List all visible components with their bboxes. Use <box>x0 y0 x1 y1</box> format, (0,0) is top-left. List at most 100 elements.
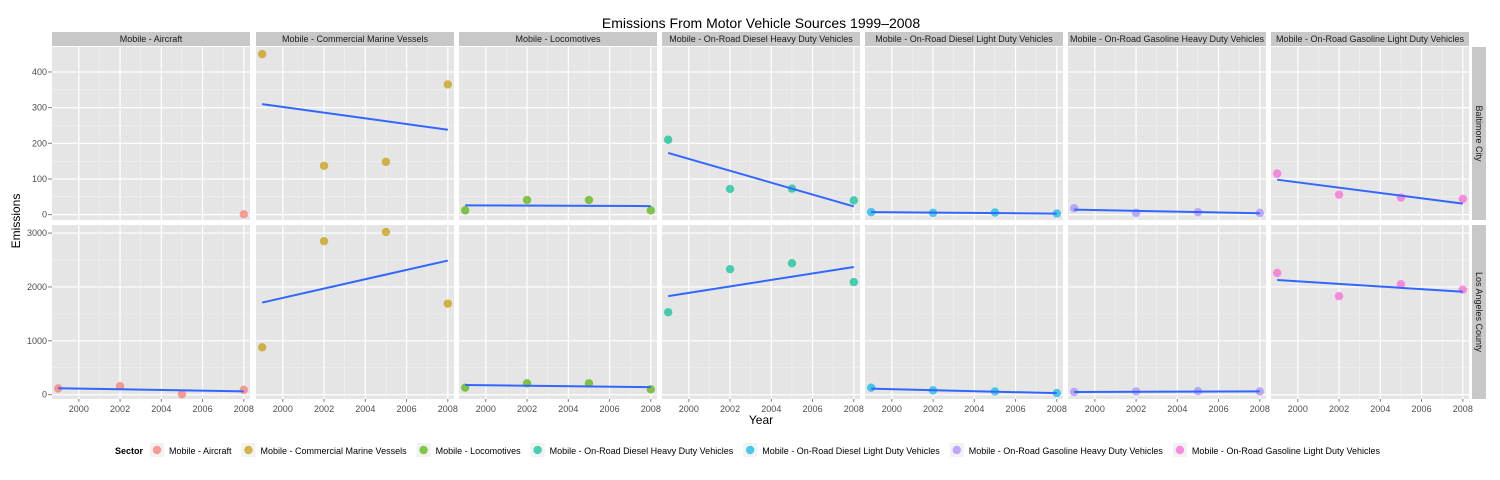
chart-title: Emissions From Motor Vehicle Sources 199… <box>602 15 920 31</box>
data-point <box>319 236 329 246</box>
x-tick-label: 2004 <box>355 404 375 414</box>
x-tick-label: 2008 <box>1453 404 1473 414</box>
panel-background <box>256 47 454 220</box>
column-strip-background <box>1068 32 1266 46</box>
panel-los-angeles-county-mobile-aircraft <box>52 225 250 399</box>
column-strip-mobile-aircraft: Mobile - Aircraft <box>52 32 250 46</box>
panel-background <box>256 225 454 399</box>
x-tick-label: 2000 <box>476 404 496 414</box>
data-point <box>239 385 249 395</box>
panel-background <box>1068 47 1266 220</box>
data-point <box>381 157 391 167</box>
y-tick-label: 3000 <box>27 228 47 238</box>
y-tick-label: 0 <box>42 390 47 400</box>
panel-los-angeles-county-mobile-on-road-gasoline-light-duty-vehicles <box>1271 225 1469 399</box>
trend-line <box>1277 178 1463 205</box>
x-tick-label: 2006 <box>1209 404 1229 414</box>
panel-baltimore-city-mobile-on-road-diesel-heavy-duty-vehicles <box>662 47 860 220</box>
panel-baltimore-city-mobile-locomotives <box>459 47 657 220</box>
x-tick-label: 2000 <box>882 404 902 414</box>
column-strip-background <box>459 32 657 46</box>
x-tick-label: 2006 <box>600 404 620 414</box>
column-strip-label: Mobile - On-Road Gasoline Heavy Duty Veh… <box>1070 34 1265 44</box>
legend-key <box>952 445 961 455</box>
data-point <box>1272 268 1282 278</box>
x-tick-label: 2008 <box>1047 404 1067 414</box>
legend-entry-mobile-on-road-diesel-light-duty-vehicles: Mobile - On-Road Diesel Light Duty Vehic… <box>743 443 940 457</box>
trend-line <box>58 387 244 393</box>
y-tick-label: 2000 <box>27 282 47 292</box>
x-tick-label: 2006 <box>1006 404 1026 414</box>
panel-background <box>1271 47 1469 220</box>
panel-los-angeles-county-mobile-on-road-diesel-light-duty-vehicles <box>865 225 1063 399</box>
trend-line <box>667 151 855 208</box>
legend-key <box>152 445 162 455</box>
x-tick-label: 2006 <box>193 404 213 414</box>
trend-line <box>1074 390 1260 393</box>
data-point <box>381 227 391 237</box>
y-tick-label: 200 <box>32 138 47 148</box>
column-strip-label: Mobile - On-Road Diesel Light Duty Vehic… <box>875 34 1053 44</box>
panel-background <box>459 225 657 399</box>
column-strip-mobile-on-road-diesel-light-duty-vehicles: Mobile - On-Road Diesel Light Duty Vehic… <box>865 32 1063 46</box>
panel-background <box>865 47 1063 220</box>
panel-baltimore-city-mobile-commercial-marine-vessels <box>256 47 454 220</box>
facet-panels: Mobile - Aircraft Mobile - Commercial Mar… <box>27 32 1486 414</box>
data-point <box>319 161 329 170</box>
data-point <box>663 308 673 317</box>
x-tick-label: 2004 <box>964 404 984 414</box>
column-strip-background <box>662 32 860 46</box>
row-strip-los-angeles-county: Los Angeles County <box>1472 225 1486 399</box>
panel-los-angeles-county-mobile-on-road-gasoline-heavy-duty-vehicles <box>1068 225 1266 399</box>
row-strip-background <box>1472 225 1486 399</box>
x-tick-label: 2002 <box>517 404 537 414</box>
column-strip-background <box>865 32 1063 46</box>
data-point <box>115 381 125 391</box>
panel-baltimore-city-mobile-aircraft <box>52 47 250 220</box>
x-tick-label: 2008 <box>438 404 458 414</box>
x-tick-label: 2006 <box>397 404 417 414</box>
data-point <box>177 389 187 399</box>
legend-entry-mobile-aircraft: Mobile - Aircraft <box>150 443 232 457</box>
x-tick-label: 2002 <box>720 404 740 414</box>
y-tick-label: 100 <box>32 174 47 184</box>
panel-background <box>662 225 860 399</box>
x-tick-label: 2002 <box>923 404 943 414</box>
x-tick-label: 2006 <box>1412 404 1432 414</box>
data-point <box>849 277 859 287</box>
legend-entry-mobile-on-road-gasoline-light-duty-vehicles: Mobile - On-Road Gasoline Light Duty Veh… <box>1172 443 1380 457</box>
column-strip-background <box>1271 32 1469 46</box>
panel-baltimore-city-mobile-on-road-diesel-light-duty-vehicles <box>865 47 1063 220</box>
panel-background <box>1068 225 1266 399</box>
row-strip-background <box>1472 47 1486 220</box>
x-tick-label: 2008 <box>844 404 864 414</box>
y-axis-title: Emissions <box>9 194 23 249</box>
y-tick-label: 400 <box>32 67 47 77</box>
data-point <box>460 206 470 215</box>
data-point <box>663 135 673 144</box>
data-point <box>787 259 797 268</box>
data-point <box>443 299 453 308</box>
trend-line <box>261 259 449 304</box>
data-point <box>584 195 594 205</box>
x-tick-label: 2006 <box>803 404 823 414</box>
data-point <box>725 264 735 274</box>
column-strip-label: Mobile - On-Road Gasoline Light Duty Veh… <box>1276 34 1465 44</box>
trend-line <box>1277 278 1463 293</box>
legend-label: Mobile - Aircraft <box>169 446 232 456</box>
x-tick-label: 2002 <box>1329 404 1349 414</box>
x-axis-title: Year <box>749 413 773 427</box>
x-tick-label: 2000 <box>1288 404 1308 414</box>
x-tick-label: 2002 <box>1126 404 1146 414</box>
data-point <box>1458 194 1468 204</box>
data-point <box>522 195 532 205</box>
column-strip-mobile-on-road-diesel-heavy-duty-vehicles: Mobile - On-Road Diesel Heavy Duty Vehic… <box>662 32 860 46</box>
panel-background <box>459 47 657 220</box>
column-strip-mobile-on-road-gasoline-heavy-duty-vehicles: Mobile - On-Road Gasoline Heavy Duty Veh… <box>1068 32 1266 46</box>
y-tick-label: 0 <box>42 210 47 220</box>
trend-line <box>465 383 651 389</box>
column-strip-mobile-locomotives: Mobile - Locomotives <box>459 32 657 46</box>
x-tick-label: 2004 <box>558 404 578 414</box>
trend-line <box>262 103 448 131</box>
